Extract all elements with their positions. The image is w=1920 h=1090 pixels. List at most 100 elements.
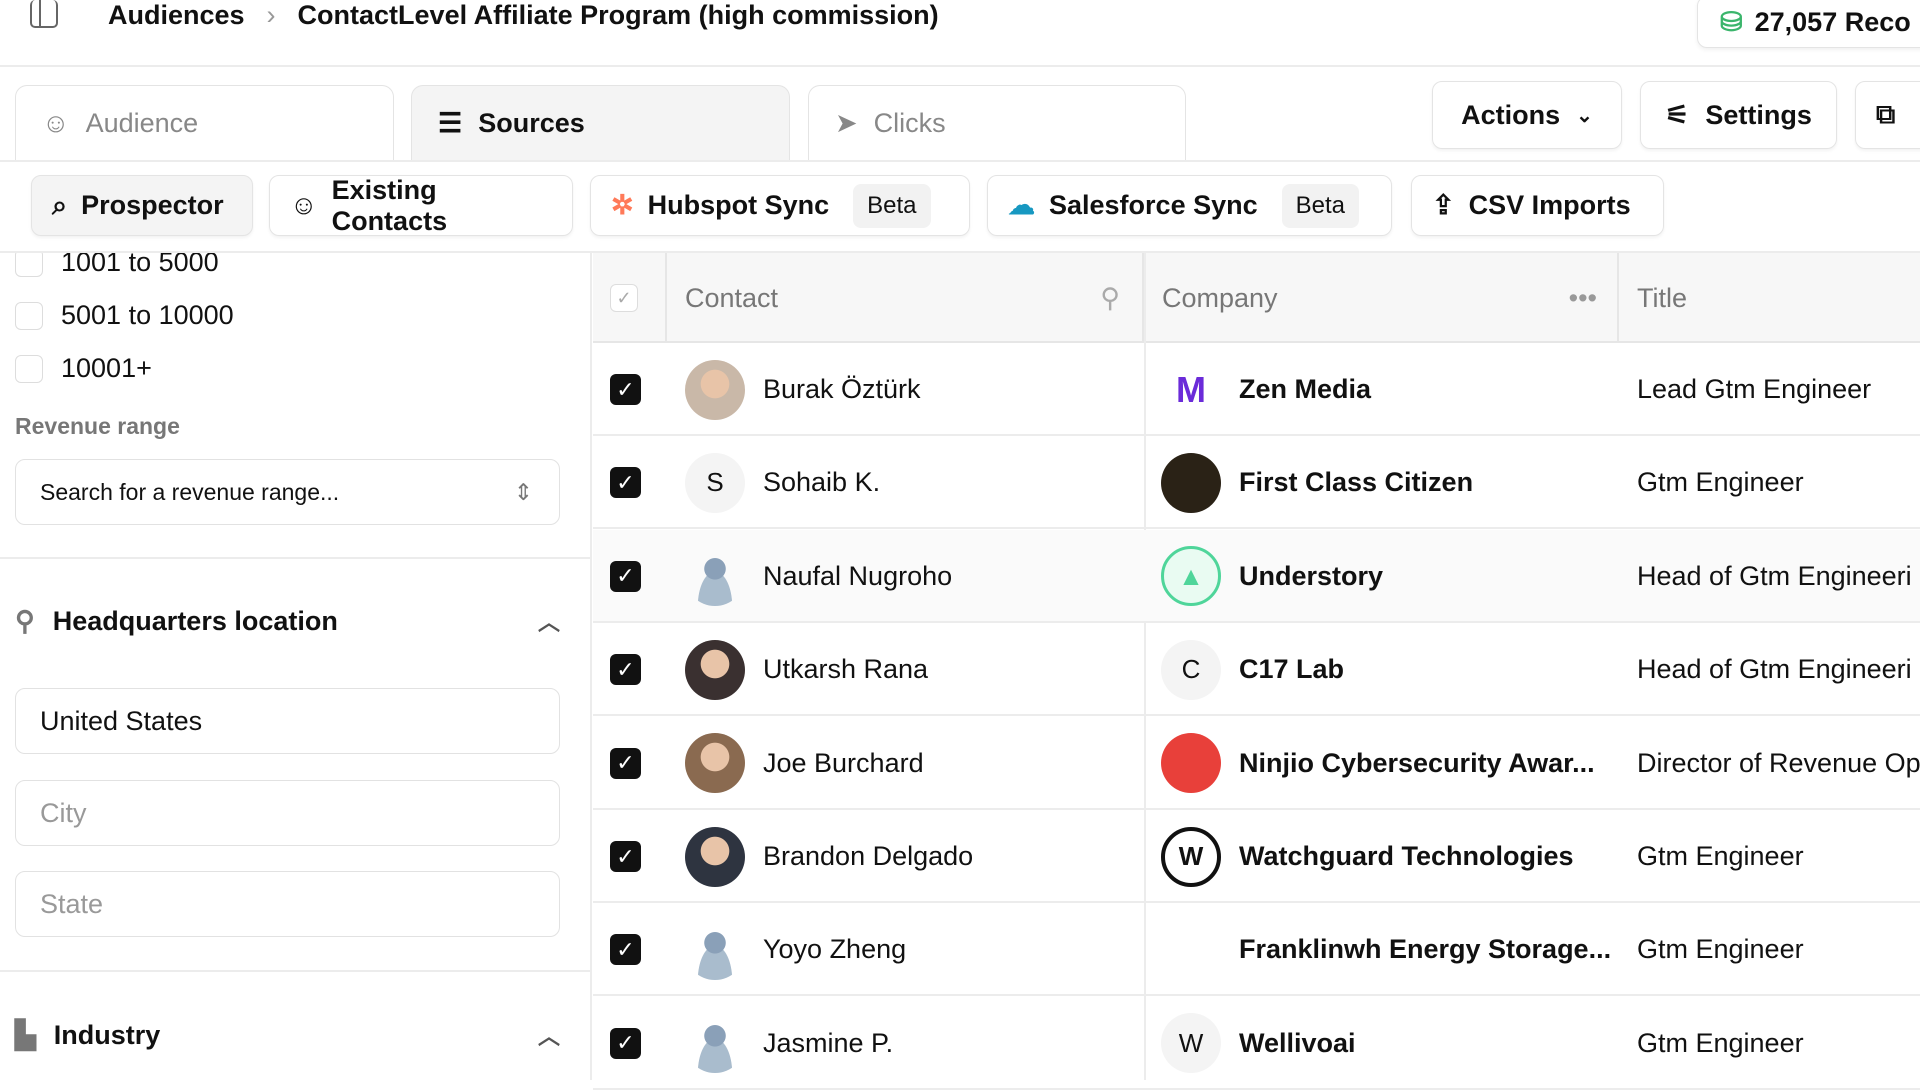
company-cell[interactable]: M Zen Media (1161, 343, 1619, 436)
source-existing-contacts[interactable]: ☺ Existing Contacts (269, 175, 573, 236)
more-icon[interactable]: ••• (1568, 282, 1597, 313)
contact-name[interactable]: Utkarsh Rana (763, 654, 929, 685)
table-row[interactable]: ✓ Burak Öztürk M Zen Media Lead Gtm Engin… (593, 343, 1920, 436)
size-option[interactable]: 10001+ (15, 353, 152, 384)
column-label: Title (1637, 282, 1688, 313)
company-cell[interactable]: C C17 Lab (1161, 623, 1619, 716)
company-cell[interactable]: ▲ Understory (1161, 530, 1619, 623)
tab-clicks[interactable]: ➤ Clicks (808, 85, 1186, 161)
contact-name[interactable]: Naufal Nugroho (763, 560, 953, 591)
select-all-checkbox[interactable]: ✓ (610, 284, 638, 312)
share-button[interactable]: ⧉ (1855, 81, 1920, 149)
column-company[interactable]: Company ••• (1144, 253, 1619, 343)
table-row[interactable]: ✓ Utkarsh Rana C C17 Lab Head of Gtm Engi… (593, 623, 1920, 717)
size-option[interactable]: 5001 to 10000 (15, 300, 234, 331)
source-label: Prospector (81, 190, 224, 220)
title-cell: Lead Gtm Engineer (1637, 343, 1920, 436)
contact-name[interactable]: Jasmine P. (763, 1027, 894, 1058)
table-row[interactable]: ✓ Jasmine P. W Wellivoai Gtm Engineer (593, 997, 1920, 1090)
table-row[interactable]: ✓ Joe Burchard Ninjio Cybersecurity Awar… (593, 717, 1920, 810)
company-name[interactable]: Zen Media (1239, 374, 1372, 404)
company-name[interactable]: Watchguard Technologies (1239, 841, 1574, 871)
row-checkbox[interactable]: ✓ (610, 467, 641, 499)
source-salesforce-sync[interactable]: ☁ Salesforce Sync Beta (987, 175, 1392, 236)
contact-name[interactable]: Burak Öztürk (763, 374, 921, 404)
column-title[interactable]: Title (1619, 253, 1920, 343)
source-prospector[interactable]: ⌕ Prospector (31, 175, 253, 236)
country-input[interactable]: United States (15, 688, 560, 754)
tab-audience[interactable]: ☺ Audience (15, 85, 394, 161)
row-checkbox[interactable]: ✓ (610, 747, 641, 779)
cursor-icon: ➤ (835, 108, 858, 138)
city-input[interactable]: City (15, 780, 560, 846)
revenue-range-select[interactable]: Search for a revenue range... ⇕ (15, 459, 560, 525)
actions-button[interactable]: Actions ⌄ (1432, 81, 1622, 149)
users-icon: ☺ (290, 190, 318, 220)
company-cell[interactable]: Franklinwh Energy Storage... (1161, 903, 1619, 996)
divider (0, 970, 590, 972)
checkbox[interactable] (15, 301, 43, 330)
company-logo: M (1161, 359, 1221, 420)
beta-badge: Beta (1281, 183, 1359, 228)
job-title: Head of Gtm Engineeri (1637, 560, 1912, 591)
chevron-up-icon[interactable]: ︿ (537, 610, 560, 635)
table-row[interactable]: ✓ Yoyo Zheng Franklinwh Energy Storage..… (593, 903, 1920, 997)
company-name[interactable]: Wellivoai (1239, 1027, 1356, 1058)
breadcrumb-audiences[interactable]: Audiences (108, 0, 245, 30)
row-checkbox[interactable]: ✓ (610, 654, 641, 686)
row-checkbox[interactable]: ✓ (610, 374, 641, 405)
company-name[interactable]: Franklinwh Energy Storage... (1239, 934, 1612, 965)
records-label: 27,057 Reco (1754, 6, 1911, 37)
company-name[interactable]: C17 Lab (1239, 654, 1345, 685)
top-bar (0, 0, 1920, 67)
settings-button[interactable]: ⚟ Settings (1640, 81, 1837, 149)
contact-cell[interactable]: Yoyo Zheng (685, 903, 1145, 996)
company-cell[interactable]: First Class Citizen (1161, 436, 1619, 529)
company-name[interactable]: First Class Citizen (1239, 467, 1474, 498)
source-csv-imports[interactable]: ⇪ CSV Imports (1411, 175, 1664, 236)
table-row[interactable]: ✓ S Sohaib K. First Class Citizen Gtm Eng… (593, 436, 1920, 530)
state-input[interactable]: State (15, 871, 560, 937)
source-hubspot-sync[interactable]: ✲ Hubspot Sync Beta (590, 175, 970, 236)
contact-cell[interactable]: Naufal Nugroho (685, 530, 1145, 623)
contact-cell[interactable]: Brandon Delgado (685, 810, 1145, 903)
contact-cell[interactable]: Burak Öztürk (685, 343, 1145, 436)
company-name[interactable]: Understory (1239, 560, 1384, 591)
contact-name[interactable]: Brandon Delgado (763, 841, 974, 871)
actions-label: Actions (1461, 99, 1561, 130)
row-checkbox[interactable]: ✓ (610, 560, 641, 592)
company-name[interactable]: Ninjio Cybersecurity Awar... (1239, 747, 1595, 778)
tab-sources[interactable]: ☰ Sources (411, 85, 790, 161)
row-checkbox[interactable]: ✓ (610, 934, 641, 966)
sidebar-toggle-icon[interactable] (30, 0, 58, 28)
unpin-icon[interactable]: ⚲ (1100, 282, 1120, 313)
row-select-cell: ✓ (610, 530, 667, 623)
column-contact[interactable]: Contact ⚲ (667, 253, 1144, 343)
hq-location-header[interactable]: ⚲ Headquarters location ︿ (15, 605, 560, 637)
chevron-up-icon[interactable]: ︿ (537, 1024, 560, 1049)
contact-cell[interactable]: Jasmine P. (685, 997, 1145, 1090)
column-label: Contact (685, 282, 779, 313)
chevron-down-icon: ⌄ (1576, 104, 1593, 127)
company-cell[interactable]: W Watchguard Technologies (1161, 810, 1619, 903)
contact-name[interactable]: Joe Burchard (763, 747, 924, 778)
contact-name[interactable]: Sohaib K. (763, 467, 881, 498)
industry-header[interactable]: ▙ Industry ︿ (15, 1019, 560, 1051)
avatar (685, 826, 745, 887)
job-title: Director of Revenue Op (1637, 747, 1920, 778)
table-row[interactable]: ✓ Brandon Delgado W Watchguard Technologi… (593, 810, 1920, 903)
database-icon: ☰ (438, 108, 463, 138)
contact-cell[interactable]: S Sohaib K. (685, 436, 1145, 529)
checkbox[interactable] (15, 354, 43, 383)
contact-cell[interactable]: Utkarsh Rana (685, 623, 1145, 716)
row-checkbox[interactable]: ✓ (610, 841, 641, 872)
row-checkbox[interactable]: ✓ (610, 1027, 641, 1059)
checkbox[interactable] (15, 253, 43, 277)
column-label: Company (1162, 282, 1278, 313)
size-option[interactable]: 1001 to 5000 (15, 253, 219, 278)
company-cell[interactable]: Ninjio Cybersecurity Awar... (1161, 717, 1619, 810)
company-cell[interactable]: W Wellivoai (1161, 997, 1619, 1090)
contact-cell[interactable]: Joe Burchard (685, 717, 1145, 810)
table-row[interactable]: ✓ Naufal Nugroho ▲ Understory Head of Gtm… (593, 529, 1920, 623)
contact-name[interactable]: Yoyo Zheng (763, 934, 907, 965)
